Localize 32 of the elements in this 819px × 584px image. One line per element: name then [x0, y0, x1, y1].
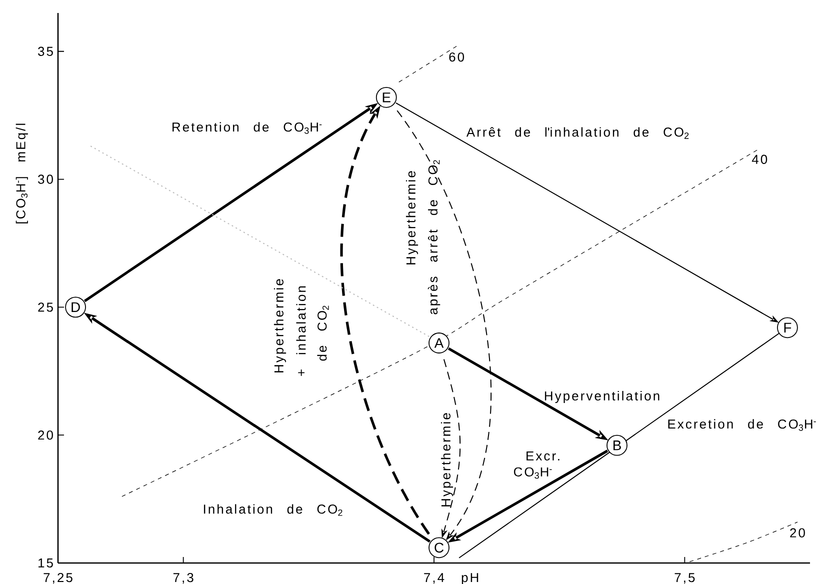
- annotation: Hyperthermie: [274, 279, 286, 372]
- annotation: E: [382, 92, 390, 102]
- annotation: après arrêt de CO$_{2}$: [428, 160, 440, 314]
- annotation: Retention de CO$_{3}$H$^{-}$: [172, 122, 322, 134]
- annotation: F: [784, 322, 792, 332]
- y-tick-label: 20: [38, 430, 53, 440]
- annotation: Excr.: [526, 451, 560, 461]
- x-tick-label: 7,5: [674, 573, 695, 584]
- y-tick-label: 15: [38, 558, 53, 568]
- annotation: C: [434, 542, 444, 553]
- annotation: Hyperthermie: [406, 171, 418, 264]
- y-tick-label: 25: [38, 302, 53, 312]
- y-tick-label: 30: [38, 174, 53, 184]
- annotation: de CO$_{2}$: [317, 306, 329, 361]
- annotation: B: [613, 440, 621, 450]
- y-axis-title: [CO$_{3}$H$^{-}$] mEq/l: [16, 124, 28, 224]
- series-label: 20: [790, 528, 805, 538]
- annotation: Hyperthermie: [440, 413, 454, 506]
- annotation: A: [434, 338, 444, 348]
- y-tick-label: 35: [38, 46, 53, 56]
- annotation: Inhalation de CO$_{2}$: [204, 504, 342, 516]
- annotation: CO$_{3}$H$^{-}$: [514, 467, 552, 479]
- x-tick-label: 7,3: [173, 572, 194, 584]
- series-label: 60: [449, 52, 464, 62]
- x-tick-label: 7,4: [424, 573, 444, 584]
- annotation: D: [72, 302, 80, 312]
- series-label: 40: [752, 154, 768, 164]
- annotation: Excretion de CO$_{3}$H$^{-}$: [668, 419, 816, 431]
- annotation: + inhalation: [296, 286, 306, 376]
- annotation: Arrêt de l'inhalation de CO$_{2}$: [466, 127, 689, 139]
- x-tick-label: 7,25: [44, 572, 72, 584]
- annotation: Hyperventilation: [544, 390, 660, 404]
